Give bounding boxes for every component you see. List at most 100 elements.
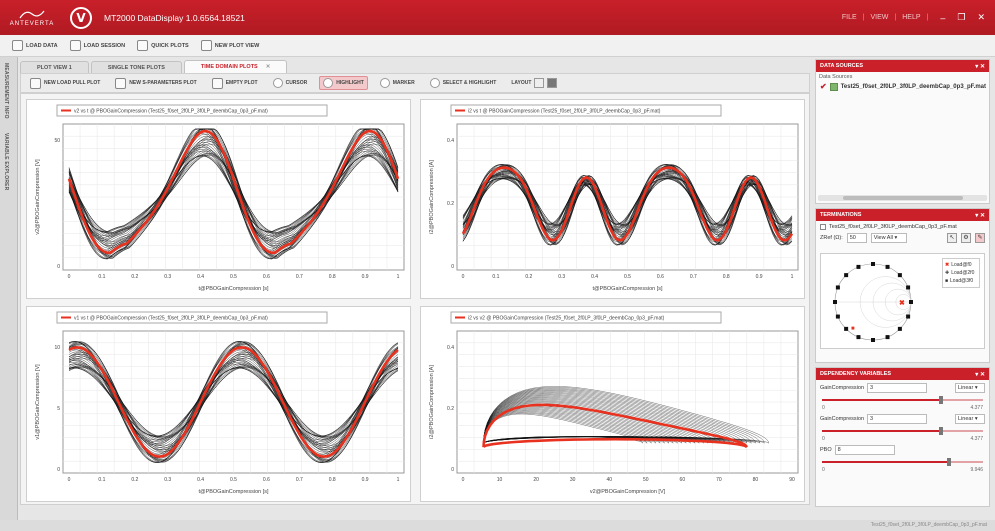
load-f0-marker[interactable]: ✖ — [899, 299, 905, 307]
cursor-button[interactable]: CURSOR — [270, 76, 311, 90]
load-2f0-marker[interactable]: ■ — [851, 326, 855, 332]
highlighted-trace[interactable] — [68, 346, 399, 458]
x-tick-label: 0.3 — [164, 274, 171, 280]
settings-icon[interactable]: ⚙ — [961, 233, 971, 243]
tab-label: PLOT VIEW 1 — [37, 64, 72, 71]
load-3f0-marker[interactable] — [909, 300, 913, 304]
load-pull-icon — [30, 77, 41, 89]
view-select[interactable]: View All ▾ — [870, 233, 907, 243]
plot-i2-vs-t[interactable]: i2 vs t @ PBOGainCompression (Test25_f0s… — [420, 99, 805, 299]
checkbox[interactable] — [820, 224, 826, 230]
highlighted-trace[interactable] — [461, 166, 794, 242]
slider-knob[interactable] — [938, 396, 943, 404]
horizontal-scrollbar[interactable] — [818, 195, 987, 201]
slider-knob[interactable] — [938, 427, 943, 435]
highlighted-trace[interactable] — [67, 129, 400, 255]
tab-close-icon[interactable]: ✕ — [265, 64, 271, 70]
load-3f0-marker[interactable] — [856, 264, 861, 269]
document-tabs: PLOT VIEW 1 SINGLE TONE PLOTS TIME DOMAI… — [20, 59, 810, 73]
data-source-item[interactable]: ✔ Test25_f0set_2f0LP_3f0LP_deembCap_0p3_… — [816, 82, 989, 91]
load-3f0-marker[interactable] — [906, 285, 911, 290]
dependency-slider[interactable] — [820, 427, 985, 435]
select-highlight-button[interactable]: SELECT & HIGHLIGHT — [427, 76, 500, 90]
x-tick-label: 70 — [716, 477, 722, 483]
slider-knob[interactable] — [946, 458, 951, 466]
panel-controls-icon[interactable]: ▾ ✕ — [975, 63, 985, 70]
plot-v1-vs-t[interactable]: v1 vs t @ PBOGainCompression (Test25_f0s… — [26, 306, 411, 502]
side-tab-measurement-info[interactable]: MEASUREMENT INFO — [3, 63, 9, 119]
load-3f0-marker[interactable] — [885, 335, 890, 340]
quick-plots-button[interactable]: QUICK PLOTS — [137, 40, 189, 51]
file-icon — [829, 82, 838, 91]
menu-file[interactable]: FILE — [841, 14, 857, 21]
x-tick-label: 0 — [68, 274, 71, 280]
new-plot-view-button[interactable]: NEW PLOT VIEW — [200, 40, 259, 51]
side-tab-variable-explorer[interactable]: VARIABLE EXPLORER — [3, 133, 9, 191]
dependency-slider[interactable] — [820, 396, 985, 404]
highlighted-trace[interactable] — [482, 403, 748, 448]
data-source-file: Test25_f0set_2f0LP_3f0LP_deembCap_0p3_pF… — [840, 83, 986, 90]
highlight-button[interactable]: HIGHLIGHT — [319, 76, 368, 90]
load-3f0-marker[interactable] — [885, 264, 890, 269]
panel-controls-icon[interactable]: ▾ ✕ — [975, 212, 985, 219]
load-3f0-marker[interactable] — [835, 285, 840, 290]
load-3f0-marker[interactable] — [844, 273, 849, 278]
dependency-value-input[interactable]: 8 — [834, 445, 895, 455]
close-icon[interactable]: ✕ — [977, 12, 985, 22]
smith-chart[interactable]: ✖ ■ ✖ Load@f0 ✚ Load@2f0 ■ Load@3f0 — [820, 253, 985, 349]
load-data-button[interactable]: LOAD DATA — [12, 40, 58, 51]
slider-min: 0 — [822, 467, 825, 473]
termination-file-row[interactable]: Test25_f0set_2f0LP_3f0LP_deembCap_0p3_pF… — [816, 221, 989, 233]
pointer-icon[interactable]: ↖ — [947, 233, 957, 243]
load-3f0-marker[interactable] — [897, 273, 902, 278]
dependency-slider[interactable] — [820, 458, 985, 466]
load-3f0-marker[interactable] — [835, 314, 840, 319]
layout-split-icon[interactable] — [547, 78, 558, 88]
load-3f0-marker[interactable] — [897, 326, 902, 331]
layout-control[interactable]: LAYOUT — [508, 76, 560, 90]
x-tick-label: 0.4 — [197, 274, 204, 280]
restore-icon[interactable]: ❐ — [957, 12, 966, 22]
x-tick-label: 30 — [570, 477, 576, 483]
plot-i2-vs-v2[interactable]: i2 vs v2 @ PBOGainCompression (Test25_f0… — [420, 306, 805, 502]
square-marker-icon: ■ — [945, 278, 949, 284]
marker-button[interactable]: MARKER — [377, 76, 418, 90]
load-3f0-marker[interactable] — [833, 300, 837, 304]
load-3f0-marker[interactable] — [906, 314, 911, 319]
dependency-row: GainCompression 3 Linear ▾ 0 4.377 — [816, 380, 989, 411]
dependency-mode-select[interactable]: Linear ▾ — [955, 383, 985, 393]
new-load-pull-plot-button[interactable]: NEW LOAD PULL PLOT — [27, 76, 103, 90]
dependency-mode-select[interactable]: Linear ▾ — [955, 414, 985, 424]
y-axis-label: i2@PBOGainCompression [A] — [429, 160, 435, 234]
scrollbar-thumb[interactable] — [843, 196, 963, 200]
menu-help[interactable]: HELP — [902, 14, 921, 21]
load-3f0-marker[interactable] — [844, 326, 849, 331]
plot-legend-text: i2 vs t @ PBOGainCompression (Test25_f0s… — [468, 109, 661, 115]
load-3f0-marker[interactable] — [871, 262, 875, 266]
tab-single-tone-plots[interactable]: SINGLE TONE PLOTS — [90, 61, 182, 73]
main-toolbar: LOAD DATA LOAD SESSION QUICK PLOTS NEW P… — [0, 35, 995, 57]
check-icon[interactable]: ✔ — [820, 82, 827, 91]
x-marker-icon: ✖ — [945, 262, 950, 268]
tab-plot-view-1[interactable]: PLOT VIEW 1 — [20, 61, 89, 73]
app-logo-icon: V — [70, 6, 92, 29]
load-data-label: LOAD DATA — [26, 42, 58, 49]
x-tick-label: 0.7 — [296, 274, 303, 280]
dependency-panel: DEPENDENCY VARIABLES ▾ ✕ GainCompression 3… — [815, 367, 990, 507]
empty-plot-button[interactable]: EMPTY PLOT — [209, 76, 261, 90]
x-axis-label: t@PBOGainCompression [s] — [592, 286, 663, 292]
plot-v2-vs-t[interactable]: v2 vs t @ PBOGainCompression (Test25_f0s… — [26, 99, 411, 299]
minimize-icon[interactable]: ‒ — [940, 12, 946, 23]
load-3f0-marker[interactable] — [856, 335, 861, 340]
panel-controls-icon[interactable]: ▾ ✕ — [975, 371, 985, 378]
edit-icon[interactable]: ✎ — [975, 233, 985, 243]
layout-single-icon[interactable] — [534, 78, 545, 88]
load-3f0-marker[interactable] — [871, 338, 875, 342]
dependency-value-input[interactable]: 3 — [867, 383, 928, 393]
zref-input[interactable]: 50 — [846, 233, 867, 243]
load-session-button[interactable]: LOAD SESSION — [69, 40, 125, 51]
new-s-parameters-plot-button[interactable]: NEW S-PARAMETERS PLOT — [112, 76, 199, 90]
menu-view[interactable]: VIEW — [870, 14, 889, 21]
dependency-value-input[interactable]: 3 — [867, 414, 928, 424]
tab-time-domain-plots[interactable]: TIME DOMAIN PLOTS ✕ — [183, 60, 288, 73]
